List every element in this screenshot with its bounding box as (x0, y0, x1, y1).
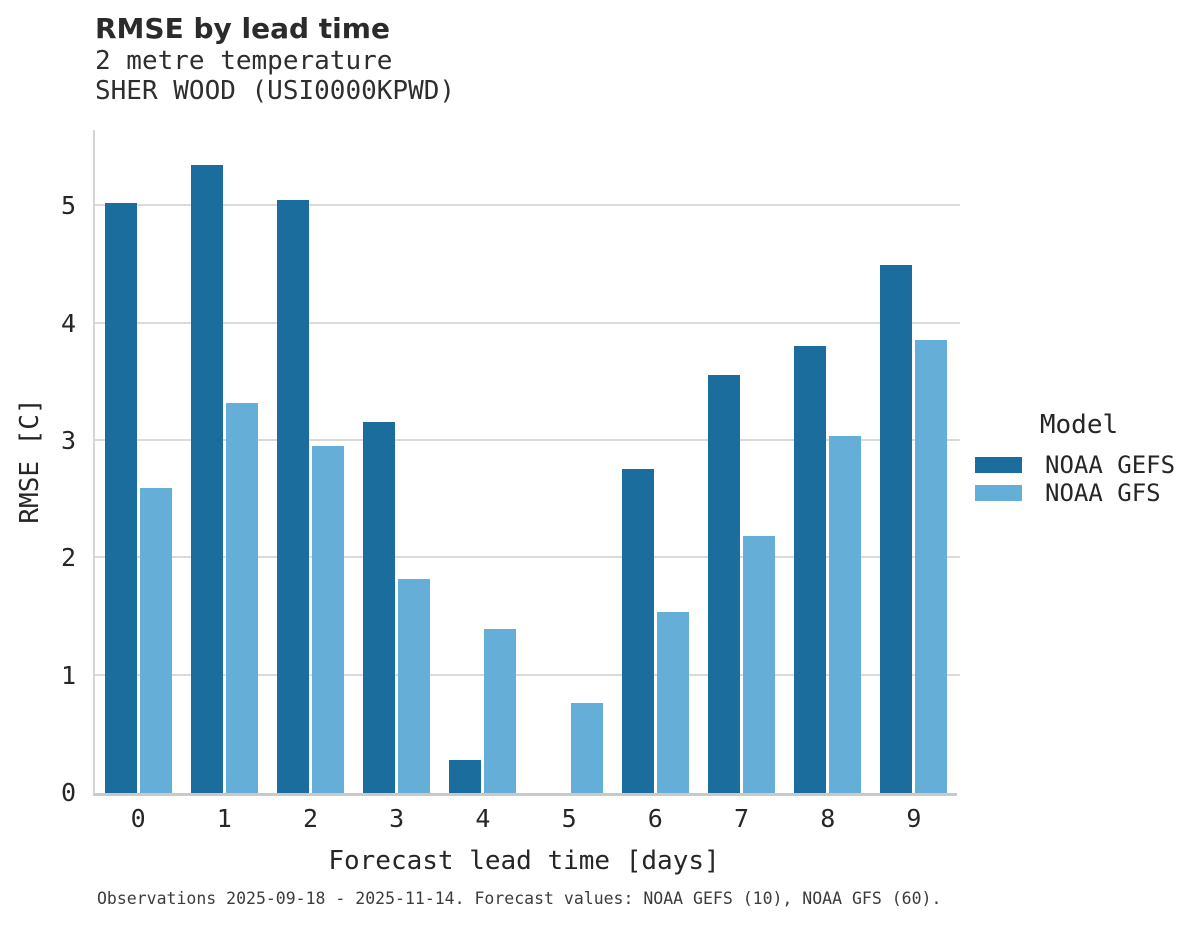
chart-subtitle-station: SHER WOOD (USI0000KPWD) (95, 76, 456, 106)
bar-noaa-gefs-lead-6 (621, 469, 654, 793)
x-tick-label-2: 2 (302, 804, 319, 833)
bar-group-lead-8: 8 (785, 130, 871, 832)
legend-label: NOAA GEFS (1045, 451, 1176, 479)
bar-group-lead-1: 1 (181, 130, 267, 832)
bar-group-lead-7: 7 (698, 130, 784, 832)
legend-title: Model (1039, 410, 1119, 440)
gridline-y3 (95, 438, 960, 441)
x-tick-label-7: 7 (733, 804, 750, 833)
title-block: RMSE by lead time 2 metre temperature SH… (95, 12, 455, 106)
x-tick-label-1: 1 (216, 804, 232, 833)
y-tick-label-3: 3 (60, 425, 76, 455)
legend-items: NOAA GEFS NOAA GFS (968, 451, 1190, 507)
y-tick-label-2: 2 (60, 543, 76, 573)
bar-noaa-gfs-lead-0 (139, 487, 172, 793)
x-tick-label-4: 4 (475, 804, 491, 833)
bar-group-lead-0: 0 (95, 130, 181, 832)
bar-noaa-gefs-lead-3 (363, 422, 396, 793)
x-tick-label-0: 0 (130, 804, 146, 833)
bar-noaa-gefs-lead-4 (449, 760, 482, 793)
bars-layer: 0 1 2 3 4 5 6 7 8 9 (95, 130, 957, 832)
bar-noaa-gfs-lead-7 (743, 536, 776, 793)
y-tick-label-4: 4 (60, 308, 76, 338)
gridline-y4 (95, 321, 960, 324)
legend-swatch-noaa-gfs (975, 485, 1022, 501)
legend-item-noaa-gfs: NOAA GFS (968, 479, 1190, 507)
bar-noaa-gefs-lead-7 (708, 375, 741, 793)
gridline-y5 (95, 204, 960, 207)
x-tick-label-3: 3 (389, 804, 405, 833)
bar-noaa-gfs-lead-8 (829, 436, 862, 793)
x-tick-label-5: 5 (561, 804, 577, 833)
x-tick-label-6: 6 (647, 804, 663, 833)
bar-noaa-gefs-lead-1 (190, 165, 223, 793)
bar-group-lead-2: 2 (267, 130, 353, 832)
bar-noaa-gfs-lead-5 (570, 702, 603, 793)
y-tick-label-1: 1 (60, 660, 76, 690)
grid-layer (95, 130, 960, 793)
plot-area: 0 1 2 3 4 5 6 7 8 9 (93, 130, 960, 832)
bar-noaa-gefs-lead-2 (277, 200, 309, 793)
legend-label: NOAA GFS (1045, 479, 1161, 507)
bar-noaa-gfs-lead-6 (656, 612, 689, 793)
caption: Observations 2025-09-18 - 2025-11-14. Fo… (97, 889, 942, 908)
legend-swatch-noaa-gefs (975, 457, 1022, 473)
bar-group-lead-5: 5 (526, 130, 612, 832)
bar-noaa-gefs-lead-0 (104, 202, 137, 793)
gridline-y2 (95, 556, 960, 559)
bar-group-lead-9: 9 (871, 130, 957, 832)
y-axis-title: RMSE [C] (15, 398, 45, 524)
bar-noaa-gfs-lead-3 (398, 579, 431, 793)
bar-noaa-gefs-lead-8 (794, 345, 827, 793)
chart-subtitle-variable: 2 metre temperature (95, 46, 393, 76)
bar-group-lead-4: 4 (440, 130, 526, 832)
bar-group-lead-3: 3 (354, 130, 440, 832)
bar-noaa-gefs-lead-9 (880, 264, 913, 793)
y-tick-label-5: 5 (60, 191, 76, 221)
x-tick-label-9: 9 (906, 804, 922, 833)
x-tick-label-8: 8 (820, 804, 836, 833)
bar-noaa-gfs-lead-2 (312, 445, 344, 793)
bar-noaa-gfs-lead-9 (915, 340, 948, 793)
bar-noaa-gfs-lead-4 (484, 628, 517, 793)
bar-noaa-gfs-lead-1 (225, 403, 258, 793)
bar-group-lead-6: 6 (612, 130, 698, 832)
legend: Model NOAA GEFS NOAA GFS (968, 410, 1190, 507)
chart-title: RMSE by lead time (95, 12, 390, 45)
gridline-y1 (95, 673, 960, 676)
y-tick-label-0: 0 (60, 778, 76, 807)
legend-item-noaa-gefs: NOAA GEFS (968, 451, 1190, 479)
x-axis-title: Forecast lead time [days] (328, 846, 720, 876)
